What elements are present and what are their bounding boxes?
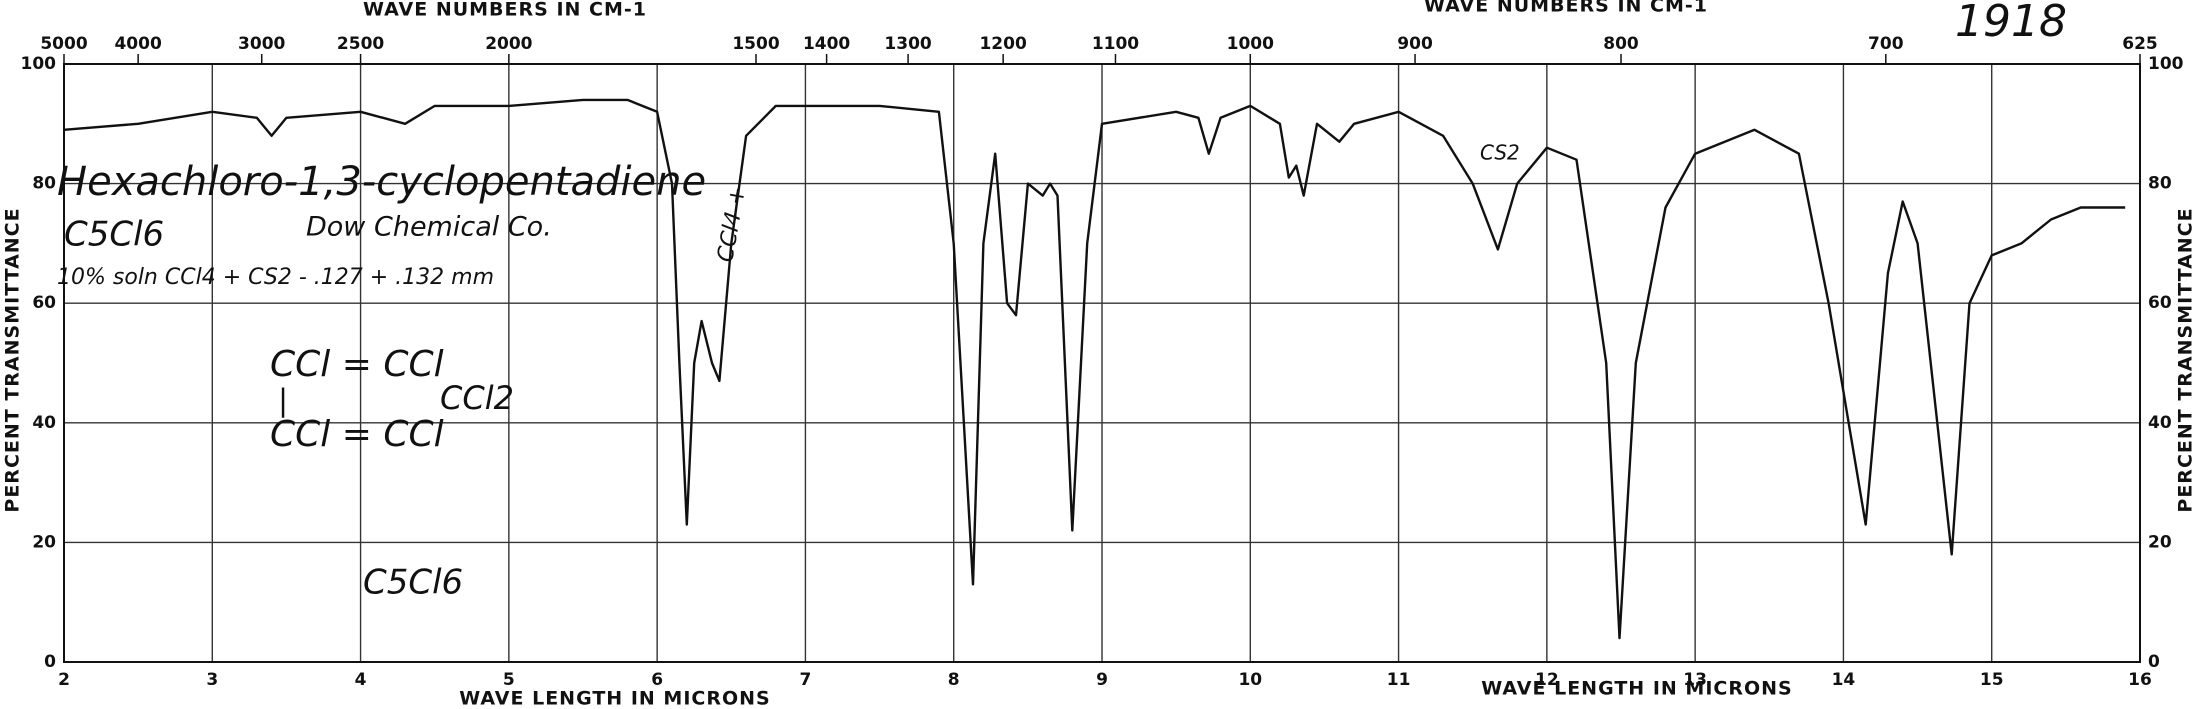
y2-tick-label: 40 [2148,413,2172,433]
y-tick-label: 0 [44,652,56,672]
top-tick-label: 1100 [1092,34,1139,54]
top-tick-label: 1300 [884,34,931,54]
x-tick-label: 7 [800,670,812,690]
handwritten-note: 10% soln CCl4 + CS2 - .127 + .132 mm [57,265,494,290]
plot-frame [63,63,2141,663]
top-axis-title: WAVE NUMBERS IN CM-1 [363,0,647,21]
top-tick-label: 1500 [732,34,779,54]
top-tick-label: 625 [2122,34,2158,54]
x-tick-label: 10 [1238,670,1262,690]
handwritten-note: CS2 [1480,141,1520,165]
top-tick-label: 700 [1868,34,1904,54]
x-tick-label: 13 [1683,670,1707,690]
handwritten-note: 1918 [1955,0,2067,47]
y-tick-label: 20 [32,532,56,552]
y2-tick-label: 0 [2148,652,2160,672]
y-tick-label: 80 [32,174,56,194]
handwritten-note: C5Cl6 [363,563,463,603]
y-axis-title: PERCENT TRANSMITTANCE [2175,207,2197,512]
x-tick-label: 11 [1387,670,1411,690]
y2-tick-label: 60 [2148,293,2172,313]
handwritten-note: Hexachloro-1,3-cyclopentadiene [57,159,706,205]
top-tick-label: 2000 [485,34,532,54]
x-axis-title: WAVE LENGTH IN MICRONS [1481,678,1792,700]
annotations: 1918 Hexachloro-1,3-cyclopentadiene C5Cl6 D… [57,0,2067,603]
x-tick-label: 6 [651,670,663,690]
x-tick-label: 4 [355,670,367,690]
handwritten-note: CCl = CCl [270,414,444,455]
x-tick-label: 2 [58,670,70,690]
x-tick-label: 9 [1096,670,1108,690]
x-tick-label: 12 [1535,670,1559,690]
top-tick-label: 800 [1603,34,1639,54]
handwritten-note: CCl2 [440,379,514,417]
top-tick-label: 2500 [337,34,384,54]
handwritten-note: Dow Chemical Co. [306,212,552,243]
y2-tick-label: 100 [2148,54,2184,74]
x-tick-label: 3 [206,670,218,690]
handwritten-note: CCl = CCl [270,344,444,385]
top-axis-title: WAVE NUMBERS IN CM-1 [1424,0,1708,17]
y-tick-label: 40 [32,413,56,433]
x-axis-title: WAVE LENGTH IN MICRONS [459,688,770,709]
top-tick-label: 5000 [40,34,87,54]
top-tick-label: 1200 [979,34,1026,54]
top-tick-label: 4000 [114,34,161,54]
y-axis-title: PERCENT TRANSMITTANCE [2,207,24,512]
top-tick-label: 3000 [238,34,285,54]
y2-tick-label: 20 [2148,532,2172,552]
handwritten-note: | [278,384,288,419]
top-tick-label: 900 [1397,34,1433,54]
x-tick-label: 16 [2128,670,2152,690]
handwritten-note: C5Cl6 [64,215,164,255]
x-tick-label: 15 [1980,670,2004,690]
plot [63,98,2126,640]
y-tick-label: 100 [21,54,57,74]
y2-tick-label: 80 [2148,174,2172,194]
x-tick-label: 14 [1832,670,1856,690]
top-tick-label: 1400 [803,34,850,54]
x-tick-label: 5 [503,670,515,690]
x-tick-label: 8 [948,670,960,690]
top-tick-label: 1000 [1227,34,1274,54]
grid: 0 0 20 20 40 40 60 60 80 80 100 100 2 3 4 5 6 7 8 9 10 11 12 13… [21,34,2184,690]
y-tick-label: 60 [32,293,56,313]
spectrum-line [63,98,2126,640]
